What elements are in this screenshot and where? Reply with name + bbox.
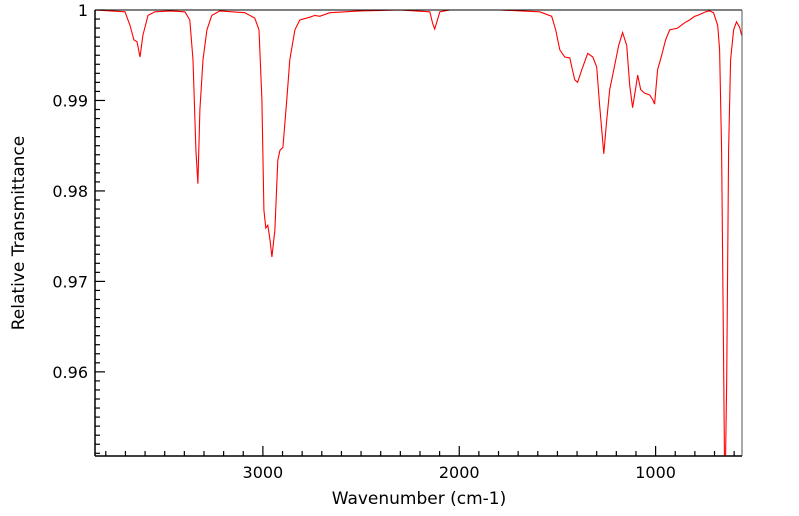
x-axis-label: Wavenumber (cm-1) [332, 489, 507, 509]
x-tick-label: 2000 [439, 463, 480, 482]
spectrum-line [95, 10, 742, 456]
y-tick-label: 0.96 [52, 363, 88, 382]
x-tick-label: 3000 [243, 463, 284, 482]
tick-labels: 3000 2000 1000 1 0.99 0.98 0.97 0.96 [52, 1, 676, 482]
y-tick-label: 0.99 [52, 91, 88, 110]
y-tick-label: 1 [78, 1, 88, 20]
y-axis-label: Relative Transmittance [9, 136, 29, 331]
axis-ticks [95, 9, 735, 456]
x-tick-label: 1000 [635, 463, 676, 482]
y-tick-label: 0.97 [52, 272, 88, 291]
y-tick-label: 0.98 [52, 182, 88, 201]
